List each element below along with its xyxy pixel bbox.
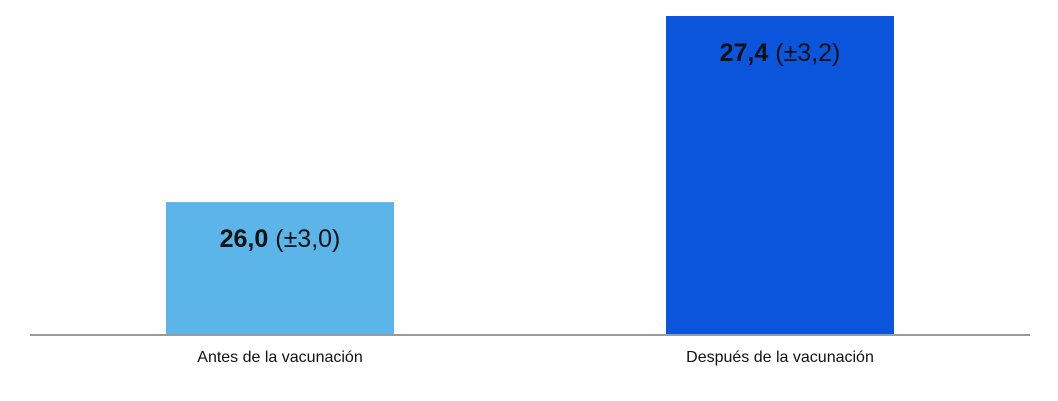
bar [666,16,894,335]
error-label: (±3,2) [775,39,840,67]
value-number: 27,4 [720,39,769,67]
bar [166,202,394,335]
error-label: (±3,0) [275,225,340,253]
x-tick-label: Antes de la vacunación [197,349,362,366]
x-tick-label: Después de la vacunación [686,349,874,366]
value-number: 26,0 [220,225,269,253]
value-label: 27,4 (±3,2) [720,39,841,67]
value-label: 26,0 (±3,0) [220,225,341,253]
